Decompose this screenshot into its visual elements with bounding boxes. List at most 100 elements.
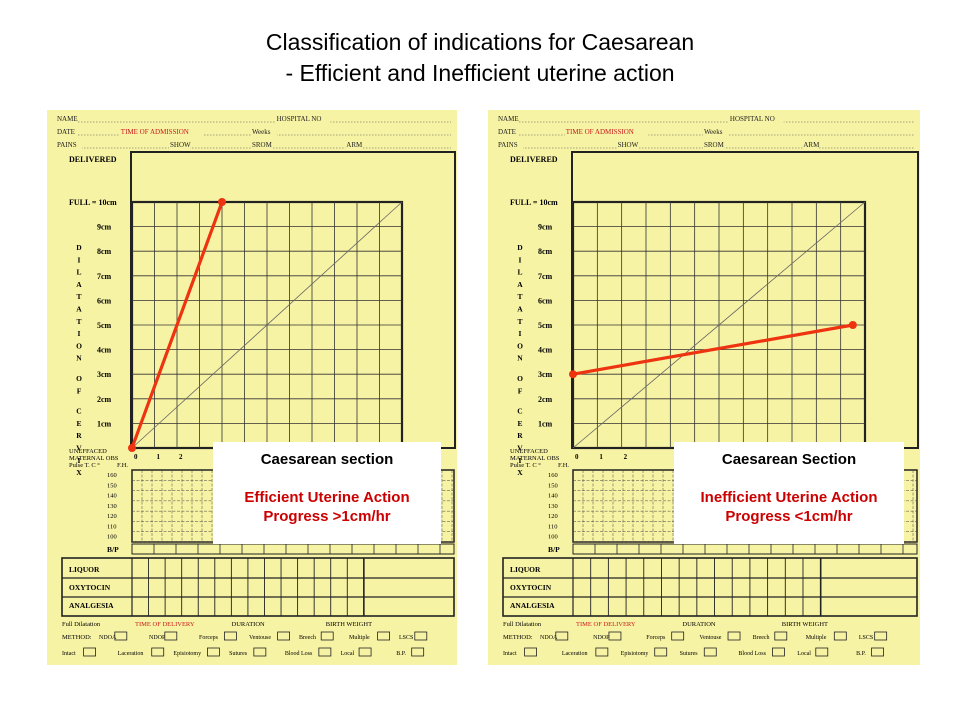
bp-row (572, 543, 918, 555)
label-full-dilatation-footer: Full Dilatation (62, 621, 101, 628)
method-checkbox (414, 631, 428, 641)
form-field-bg (703, 140, 725, 149)
vertical-label-letter: L (517, 268, 522, 277)
label-full-dilatation: FULL = 10cm (69, 198, 117, 207)
caption-action: Inefficient Uterine Action (700, 489, 878, 506)
vertical-label-letter: T (517, 317, 522, 326)
dilatation-tick-label: 1cm (538, 419, 553, 428)
form-field-name: NAME (498, 115, 519, 123)
fh-scale-label: 140 (548, 493, 558, 500)
vertical-label-letter: I (519, 329, 522, 338)
fh-scale-label: 160 (548, 472, 558, 479)
form-field-bg (56, 114, 78, 123)
alert-line (131, 201, 403, 449)
method-label: Breech (753, 635, 770, 641)
label-delivered: DELIVERED (69, 155, 117, 164)
progress-end-point (848, 321, 857, 329)
label-uneffaced: UNEFFACED (69, 448, 107, 455)
label-uneffaced: UNEFFACED (510, 448, 548, 455)
label-delivered: DELIVERED (510, 155, 558, 164)
form-field-bg (802, 140, 819, 149)
form-field-time-of-admission: TIME OF ADMISSION (566, 128, 634, 136)
fh-scale-label: 110 (107, 523, 117, 530)
drug-table-frame (61, 557, 455, 617)
label-full-dilatation: FULL = 10cm (510, 198, 558, 207)
method-checkbox (671, 631, 685, 641)
method-label: NDOP (149, 635, 166, 641)
form-field-bg (251, 127, 277, 136)
outcome-checkbox (595, 647, 609, 657)
caption-title: Caesarean Section (721, 451, 857, 468)
form-field-bg (497, 140, 523, 149)
vertical-label-letter: A (517, 280, 523, 289)
label-oxytocin: OXYTOCIN (510, 583, 552, 592)
dilatation-tick-label: 6cm (97, 296, 112, 305)
outcome-label: Local (797, 651, 811, 657)
label-time-of-delivery: TIME OF DELIVERY (135, 621, 195, 628)
vertical-label-letter: L (76, 268, 81, 277)
vertical-label-letter: I (78, 329, 81, 338)
vertical-label-letter: O (76, 341, 82, 350)
outcome-label: Episiotomy (173, 651, 201, 657)
form-field-bg (616, 140, 638, 149)
vertical-label-letter: C (76, 407, 81, 416)
progress-start-point (128, 444, 136, 452)
form-field-bg (703, 127, 729, 136)
label-pulse: Pulse T. C ° (510, 462, 541, 469)
vertical-label-letter: I (78, 255, 81, 264)
vertical-label-letter: A (76, 280, 82, 289)
method-label: Multiple (806, 635, 827, 641)
outcome-label: Laceration (562, 651, 588, 657)
method-label: Forceps (646, 635, 666, 641)
hour-label: 2 (179, 453, 183, 461)
label-fh: F.H. (558, 462, 569, 469)
fh-scale-label: 100 (107, 534, 117, 541)
dilatation-tick-label: 3cm (97, 370, 112, 379)
form-field-bg (251, 140, 273, 149)
vertical-label-letter: E (517, 419, 522, 428)
fh-scale-label: 120 (107, 513, 117, 520)
outcome-label: Intact (503, 651, 517, 657)
method-label: Breech (299, 635, 316, 641)
vertical-label-letter: X (517, 468, 523, 477)
outcome-checkbox (207, 647, 220, 657)
outcome-checkbox (151, 647, 165, 657)
outcome-label: Sutures (229, 651, 248, 657)
caption-title: Caesarean section (260, 451, 394, 468)
vertical-label-letter: A (517, 305, 523, 314)
vertical-label-letter: T (517, 292, 522, 301)
dilatation-tick-label: 7cm (538, 272, 553, 281)
outcome-checkbox (871, 647, 884, 657)
fh-scale-label: 110 (548, 523, 558, 530)
form-field-date: DATE (498, 128, 516, 136)
dilatation-tick-label: 7cm (97, 272, 112, 281)
caption-progress: Progress <1cm/hr (725, 508, 853, 525)
method-label: NDOP (593, 635, 610, 641)
form-field-hospital-no: HOSPITAL NO (277, 115, 322, 123)
form-field-srom: SROM (252, 141, 273, 149)
form-field-date: DATE (57, 128, 75, 136)
slide-title-line-2: - Efficient and Inefficient uterine acti… (285, 60, 675, 86)
form-field-weeks: Weeks (704, 128, 723, 136)
dilatation-tick-label: 9cm (538, 223, 553, 232)
form-field-arm: ARM (803, 141, 820, 149)
dilatation-tick-label: 6cm (538, 296, 553, 305)
label-method: METHOD: (62, 634, 92, 641)
form-field-bg (345, 140, 362, 149)
caption-action: Efficient Uterine Action (244, 489, 410, 506)
label-analgesia: ANALGESIA (69, 601, 114, 610)
vertical-label-letter: T (76, 292, 81, 301)
vertical-label-letter: O (517, 341, 523, 350)
form-field-srom: SROM (704, 141, 725, 149)
dilatation-tick-label: 3cm (538, 370, 553, 379)
vertical-label-letter: E (76, 419, 81, 428)
method-checkbox (555, 631, 569, 641)
method-checkbox (608, 631, 622, 641)
vertical-label-letter: V (517, 444, 523, 453)
cervical-progress-line (130, 201, 224, 449)
vertical-label-letter: A (76, 305, 82, 314)
vertical-label-letter: O (76, 374, 82, 383)
form-field-arm: ARM (346, 141, 363, 149)
label-method: METHOD: (503, 634, 533, 641)
